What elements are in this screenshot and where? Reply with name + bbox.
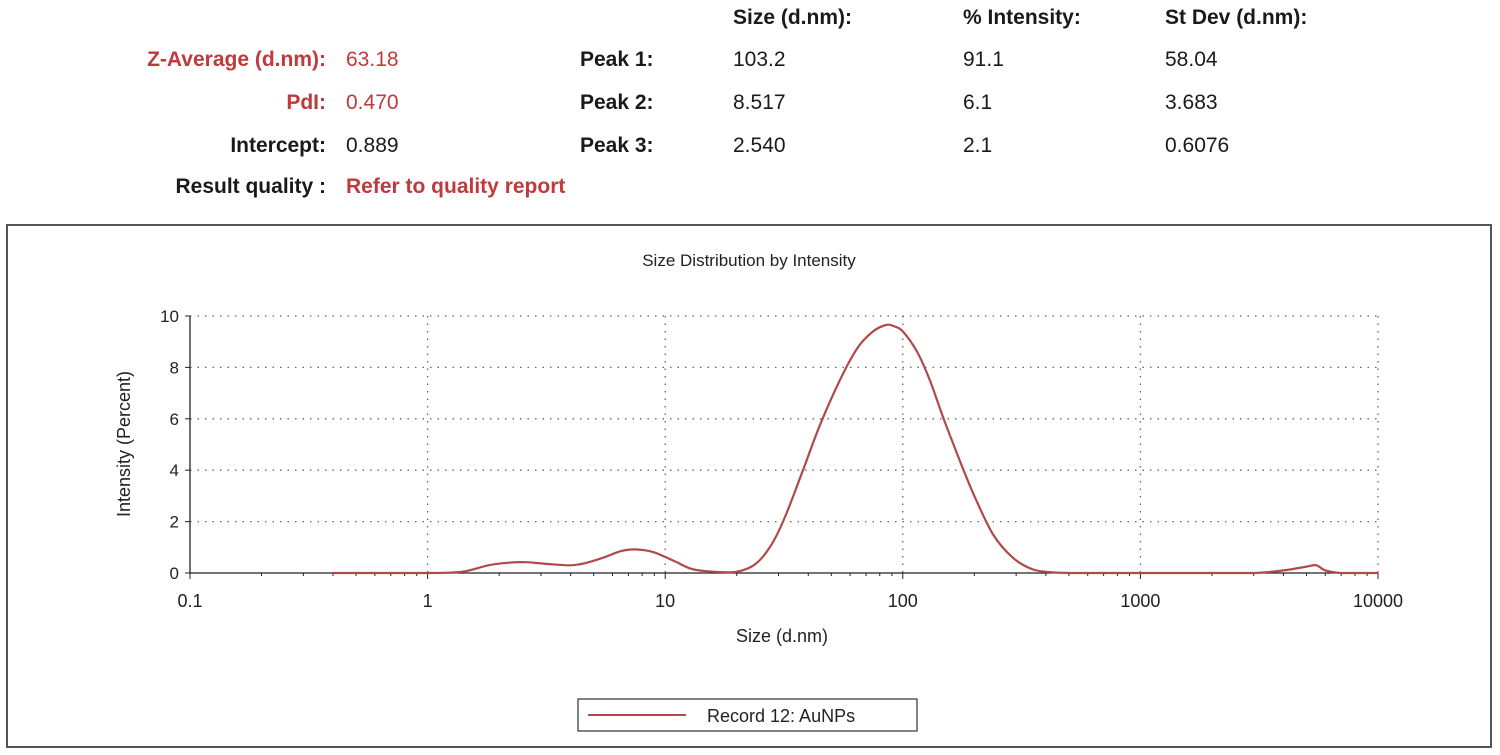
intercept-label: Intercept: — [230, 134, 326, 157]
x-tick-label: 0.1 — [177, 591, 202, 611]
x-tick-label: 10000 — [1353, 591, 1403, 611]
result-quality-label: Result quality : — [175, 175, 326, 198]
grid-lines — [190, 315, 1379, 573]
result-quality-link[interactable]: Refer to quality report — [346, 175, 566, 198]
legend-label: Record 12: AuNPs — [707, 706, 855, 726]
series-layer — [332, 323, 1378, 575]
peak-1-size: 103.2 — [733, 48, 786, 71]
y-tick-label: 0 — [170, 564, 179, 583]
chart-title: Size Distribution by Intensity — [642, 251, 856, 270]
peak-3-size: 2.540 — [733, 134, 786, 157]
z-average-label: Z-Average (d.nm): — [147, 48, 326, 71]
pdi-value: 0.470 — [346, 91, 399, 114]
x-tick-label: 1 — [423, 591, 433, 611]
x-tick-label: 1000 — [1120, 591, 1160, 611]
peak-2-label: Peak 2: — [580, 91, 654, 114]
x-axis-label: Size (d.nm) — [736, 626, 828, 646]
z-average-value: 63.18 — [346, 48, 399, 71]
peak-1-label: Peak 1: — [580, 48, 654, 71]
peak-1-stdev: 58.04 — [1165, 48, 1218, 71]
peak-3-intensity: 2.1 — [963, 134, 993, 157]
pdi-label: PdI: — [286, 91, 326, 114]
x-tick-label: 100 — [888, 591, 918, 611]
intensity-column-header: % Intensity: — [963, 6, 1081, 29]
stdev-column-header: St Dev (d.nm): — [1165, 6, 1308, 29]
tick-labels: 0.1 1 10 100 1000 10000 0 2 4 6 8 10 — [160, 307, 1403, 611]
peak-3-label: Peak 3: — [580, 134, 654, 157]
y-tick-label: 8 — [170, 358, 179, 377]
axes — [185, 315, 1379, 579]
intercept-value: 0.889 — [346, 134, 399, 157]
size-column-header: Size (d.nm): — [733, 6, 852, 29]
y-tick-label: 4 — [170, 461, 179, 480]
peak-2-size: 8.517 — [733, 91, 786, 114]
chart-frame — [6, 224, 1492, 748]
series-line-record-12 — [332, 323, 1378, 575]
legend: Record 12: AuNPs — [577, 698, 918, 732]
y-tick-label: 6 — [170, 410, 179, 429]
peak-3-stdev: 0.6076 — [1165, 134, 1230, 157]
y-tick-label: 10 — [160, 307, 179, 326]
peak-1-intensity: 91.1 — [963, 48, 1004, 71]
y-axis-label: Intensity (Percent) — [114, 371, 134, 517]
peak-2-stdev: 3.683 — [1165, 91, 1218, 114]
x-tick-label: 10 — [655, 591, 675, 611]
y-tick-label: 2 — [170, 513, 179, 532]
peak-2-intensity: 6.1 — [963, 91, 993, 114]
